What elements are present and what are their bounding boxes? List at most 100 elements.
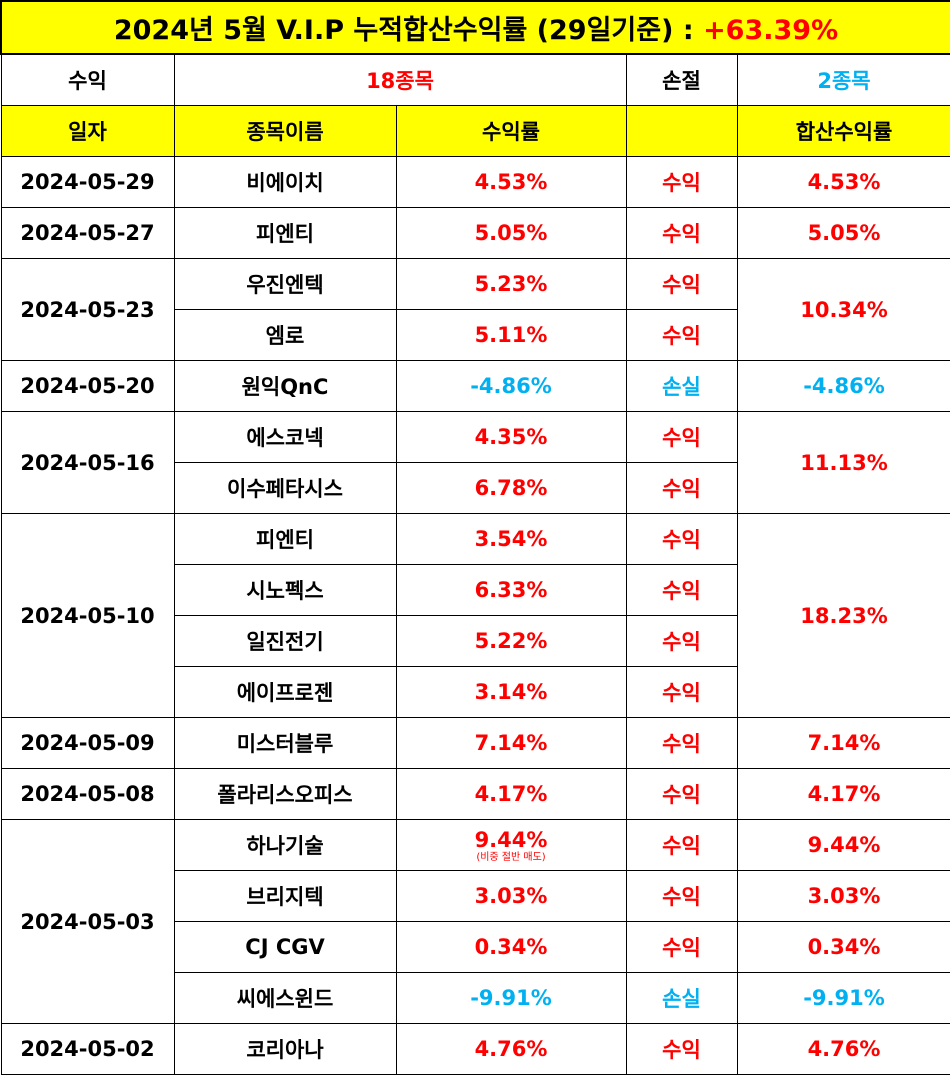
- row-date: 2024-05-23: [0, 258, 175, 361]
- row-return-rate: 6.33%: [395, 564, 627, 616]
- row-status: 수익: [625, 462, 738, 514]
- row-stock-name: 원익QnC: [173, 360, 397, 412]
- row-return-rate-value: 9.44%: [474, 827, 548, 852]
- row-return-rate: 3.03%: [395, 870, 627, 922]
- row-return-rate: 6.78%: [395, 462, 627, 514]
- table-row: 2024-05-08 폴라리스오피스 4.17% 수익 4.17%: [0, 768, 950, 820]
- row-status: 손실: [625, 360, 738, 412]
- row-date: 2024-05-27: [0, 207, 175, 259]
- row-return-rate: 5.05%: [395, 207, 627, 259]
- row-stock-name: 폴라리스오피스: [173, 768, 397, 820]
- row-stock-name: 에스코넥: [173, 411, 397, 463]
- row-date: 2024-05-02: [0, 1023, 175, 1075]
- row-combined-return: 4.76%: [736, 1023, 950, 1075]
- table-row: 엠로 5.11% 수익: [1, 309, 950, 361]
- row-combined-return: 9.44%: [736, 819, 950, 871]
- row-combined-return: 7.14%: [736, 717, 950, 769]
- table-row: 2024-05-03 하나기술 9.44% (비중 절반 매도) 수익 9.44%: [0, 819, 950, 1024]
- row-status: 수익: [625, 1023, 738, 1075]
- table-row: 2024-05-10 피엔티 3.54% 수익 18.23%: [0, 513, 950, 718]
- header-status: [625, 105, 738, 157]
- row-return-rate: 7.14%: [395, 717, 627, 769]
- row-combined-return: -9.91%: [736, 972, 950, 1024]
- row-date: 2024-05-20: [0, 360, 175, 412]
- row-status: 수익: [625, 207, 738, 259]
- row-status: 수익: [625, 258, 738, 310]
- row-return-rate: 3.54%: [395, 513, 627, 565]
- page-title: 2024년 5월 V.I.P 누적합산수익률 (29일기준) : +63.39%: [0, 0, 950, 55]
- row-return-rate: 0.34%: [395, 921, 627, 973]
- row-combined-return: 5.05%: [736, 207, 950, 259]
- row-status: 손실: [625, 972, 738, 1024]
- row-stock-name: CJ CGV: [173, 921, 397, 973]
- summary-loss-count: 2종목: [736, 53, 950, 106]
- row-date: 2024-05-29: [0, 156, 175, 208]
- summary-loss-label: 손절: [625, 53, 738, 106]
- header-name: 종목이름: [173, 105, 397, 157]
- row-return-rate: 4.53%: [395, 156, 627, 208]
- row-stock-name: 비에이치: [173, 156, 397, 208]
- row-return-rate: -4.86%: [395, 360, 627, 412]
- row-status: 수익: [625, 666, 738, 718]
- row-return-rate: 3.14%: [395, 666, 627, 718]
- row-status: 수익: [625, 615, 738, 667]
- table-row: 2024-05-02 코리아나 4.76% 수익 4.76%: [0, 1023, 950, 1075]
- summary-profit-count: 18종목: [173, 53, 627, 106]
- header-date: 일자: [0, 105, 175, 157]
- row-combined-return: 18.23%: [736, 513, 950, 718]
- row-stock-name: 미스터블루: [173, 717, 397, 769]
- row-combined-return: 0.34%: [736, 921, 950, 973]
- row-date: 2024-05-16: [0, 411, 175, 514]
- row-stock-name: 일진전기: [173, 615, 397, 667]
- row-status: 수익: [625, 309, 738, 361]
- title-prefix: 2024년 5월 V.I.P 누적합산수익률 (29일기준) :: [113, 15, 704, 46]
- row-stock-name: 씨에스윈드: [173, 972, 397, 1024]
- row-stock-name: 이수페타시스: [173, 462, 397, 514]
- table-row: 2024-05-20 원익QnC -4.86% 손실 -4.86%: [0, 360, 950, 412]
- row-return-rate: 4.76%: [395, 1023, 627, 1075]
- row-stock-name: 피엔티: [173, 207, 397, 259]
- row-date: 2024-05-03: [0, 819, 175, 1024]
- row-return-rate: 9.44% (비중 절반 매도): [395, 819, 627, 871]
- row-status: 수익: [625, 819, 738, 871]
- row-stock-name: 하나기술: [173, 819, 397, 871]
- row-combined-return: 11.13%: [736, 411, 950, 514]
- header-total: 합산수익률: [736, 105, 950, 157]
- row-combined-return: 10.34%: [736, 258, 950, 361]
- table-row: 일진전기 5.22% 수익: [1, 615, 950, 667]
- row-return-rate: 4.35%: [395, 411, 627, 463]
- row-stock-name: 브리지텍: [173, 870, 397, 922]
- row-return-rate: -9.91%: [395, 972, 627, 1024]
- row-note: (비중 절반 매도): [476, 851, 546, 863]
- row-date: 2024-05-10: [0, 513, 175, 718]
- table-row: 씨에스윈드 -9.91% 손실 -9.91%: [1, 972, 950, 1024]
- row-combined-return: 4.53%: [736, 156, 950, 208]
- row-date: 2024-05-09: [0, 717, 175, 769]
- row-stock-name: 시노펙스: [173, 564, 397, 616]
- row-status: 수익: [625, 870, 738, 922]
- row-stock-name: 에이프로젠: [173, 666, 397, 718]
- row-status: 수익: [625, 411, 738, 463]
- row-return-rate: 4.17%: [395, 768, 627, 820]
- row-status: 수익: [625, 564, 738, 616]
- row-status: 수익: [625, 717, 738, 769]
- row-return-rate: 5.11%: [395, 309, 627, 361]
- row-status: 수익: [625, 156, 738, 208]
- row-combined-return: 3.03%: [736, 870, 950, 922]
- row-stock-name: 엠로: [173, 309, 397, 361]
- row-status: 수익: [625, 768, 738, 820]
- header-rate: 수익률: [395, 105, 627, 157]
- row-stock-name: 코리아나: [173, 1023, 397, 1075]
- table-row: 2024-05-27 피엔티 5.05% 수익 5.05%: [0, 207, 950, 259]
- table-row: 2024-05-16 에스코넥 4.35% 수익 11.13%: [0, 411, 950, 514]
- table-row: 2024-05-29 비에이치 4.53% 수익 4.53%: [0, 156, 950, 208]
- row-status: 수익: [625, 513, 738, 565]
- table-row: 2024-05-09 미스터블루 7.14% 수익 7.14%: [0, 717, 950, 769]
- row-combined-return: -4.86%: [736, 360, 950, 412]
- table-row: 2024-05-23 우진엔텍 5.23% 수익 10.34%: [0, 258, 950, 361]
- title-total-return: +63.39%: [703, 15, 839, 46]
- row-return-rate: 5.23%: [395, 258, 627, 310]
- table-row: 에이프로젠 3.14% 수익: [1, 666, 950, 718]
- row-stock-name: 피엔티: [173, 513, 397, 565]
